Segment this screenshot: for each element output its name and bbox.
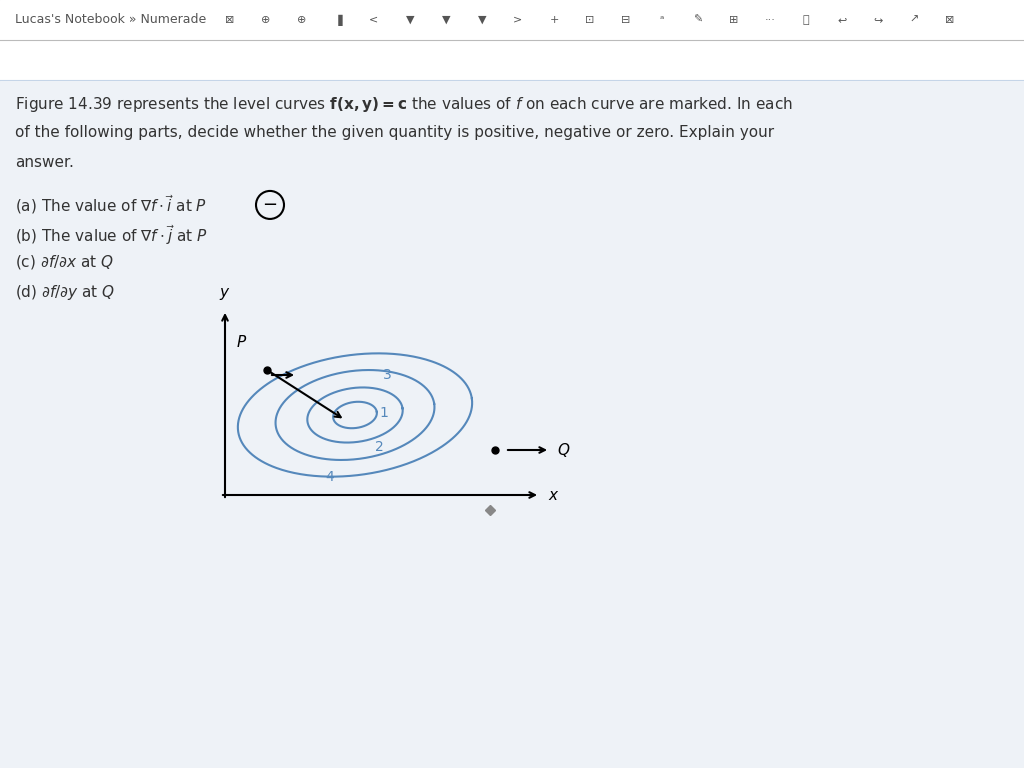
Text: Lucas's Notebook » Numerade: Lucas's Notebook » Numerade: [15, 14, 206, 26]
Text: 3: 3: [383, 368, 392, 382]
Text: ᵃ: ᵃ: [659, 15, 665, 25]
Text: ⊕: ⊕: [297, 15, 306, 25]
Text: 🔔: 🔔: [803, 15, 809, 25]
Text: $Q$: $Q$: [557, 441, 570, 459]
Text: ⊠: ⊠: [225, 15, 234, 25]
Text: $x$: $x$: [548, 488, 559, 502]
Text: ↪: ↪: [873, 15, 883, 25]
Text: answer.: answer.: [15, 155, 74, 170]
Text: ···: ···: [765, 15, 775, 25]
Text: ⊕: ⊕: [261, 15, 270, 25]
Text: >: >: [513, 15, 522, 25]
Text: 2: 2: [375, 440, 384, 454]
Text: $P$: $P$: [237, 334, 248, 350]
Text: (b) The value of $\nabla f \cdot \vec{j}$ at $P$: (b) The value of $\nabla f \cdot \vec{j}…: [15, 223, 208, 247]
Bar: [195, 300, 545, 540]
Text: ▼: ▼: [441, 15, 451, 25]
Text: ⊟: ⊟: [622, 15, 631, 25]
Text: ▐: ▐: [334, 15, 342, 25]
Text: Figure 14.39 represents the level curves $\mathbf{f(x, y) = c}$ the values of $\: Figure 14.39 represents the level curves…: [15, 95, 793, 114]
Text: of the following parts, decide whether the given quantity is positive, negative : of the following parts, decide whether t…: [15, 125, 774, 140]
Text: ⊞: ⊞: [729, 15, 738, 25]
Text: 4: 4: [325, 470, 334, 484]
Bar: [0, 40, 1024, 80]
Text: ⊠: ⊠: [945, 15, 954, 25]
Text: −: −: [262, 196, 278, 214]
Text: 1: 1: [379, 406, 388, 420]
Text: ↗: ↗: [909, 15, 919, 25]
Bar: [0, 0, 1024, 40]
Text: (c) $\partial f/\partial x$ at $Q$: (c) $\partial f/\partial x$ at $Q$: [15, 253, 114, 271]
Text: $y$: $y$: [219, 286, 230, 302]
Text: (d) $\partial f/\partial y$ at $Q$: (d) $\partial f/\partial y$ at $Q$: [15, 283, 115, 302]
Text: ▼: ▼: [406, 15, 415, 25]
Text: ↩: ↩: [838, 15, 847, 25]
Text: ⊡: ⊡: [586, 15, 595, 25]
Text: <: <: [370, 15, 379, 25]
Text: (a) The value of $\nabla f \cdot \vec{i}$ at $P$: (a) The value of $\nabla f \cdot \vec{i}…: [15, 193, 207, 216]
Text: ✎: ✎: [693, 15, 702, 25]
Text: +: +: [549, 15, 559, 25]
Text: ▼: ▼: [478, 15, 486, 25]
